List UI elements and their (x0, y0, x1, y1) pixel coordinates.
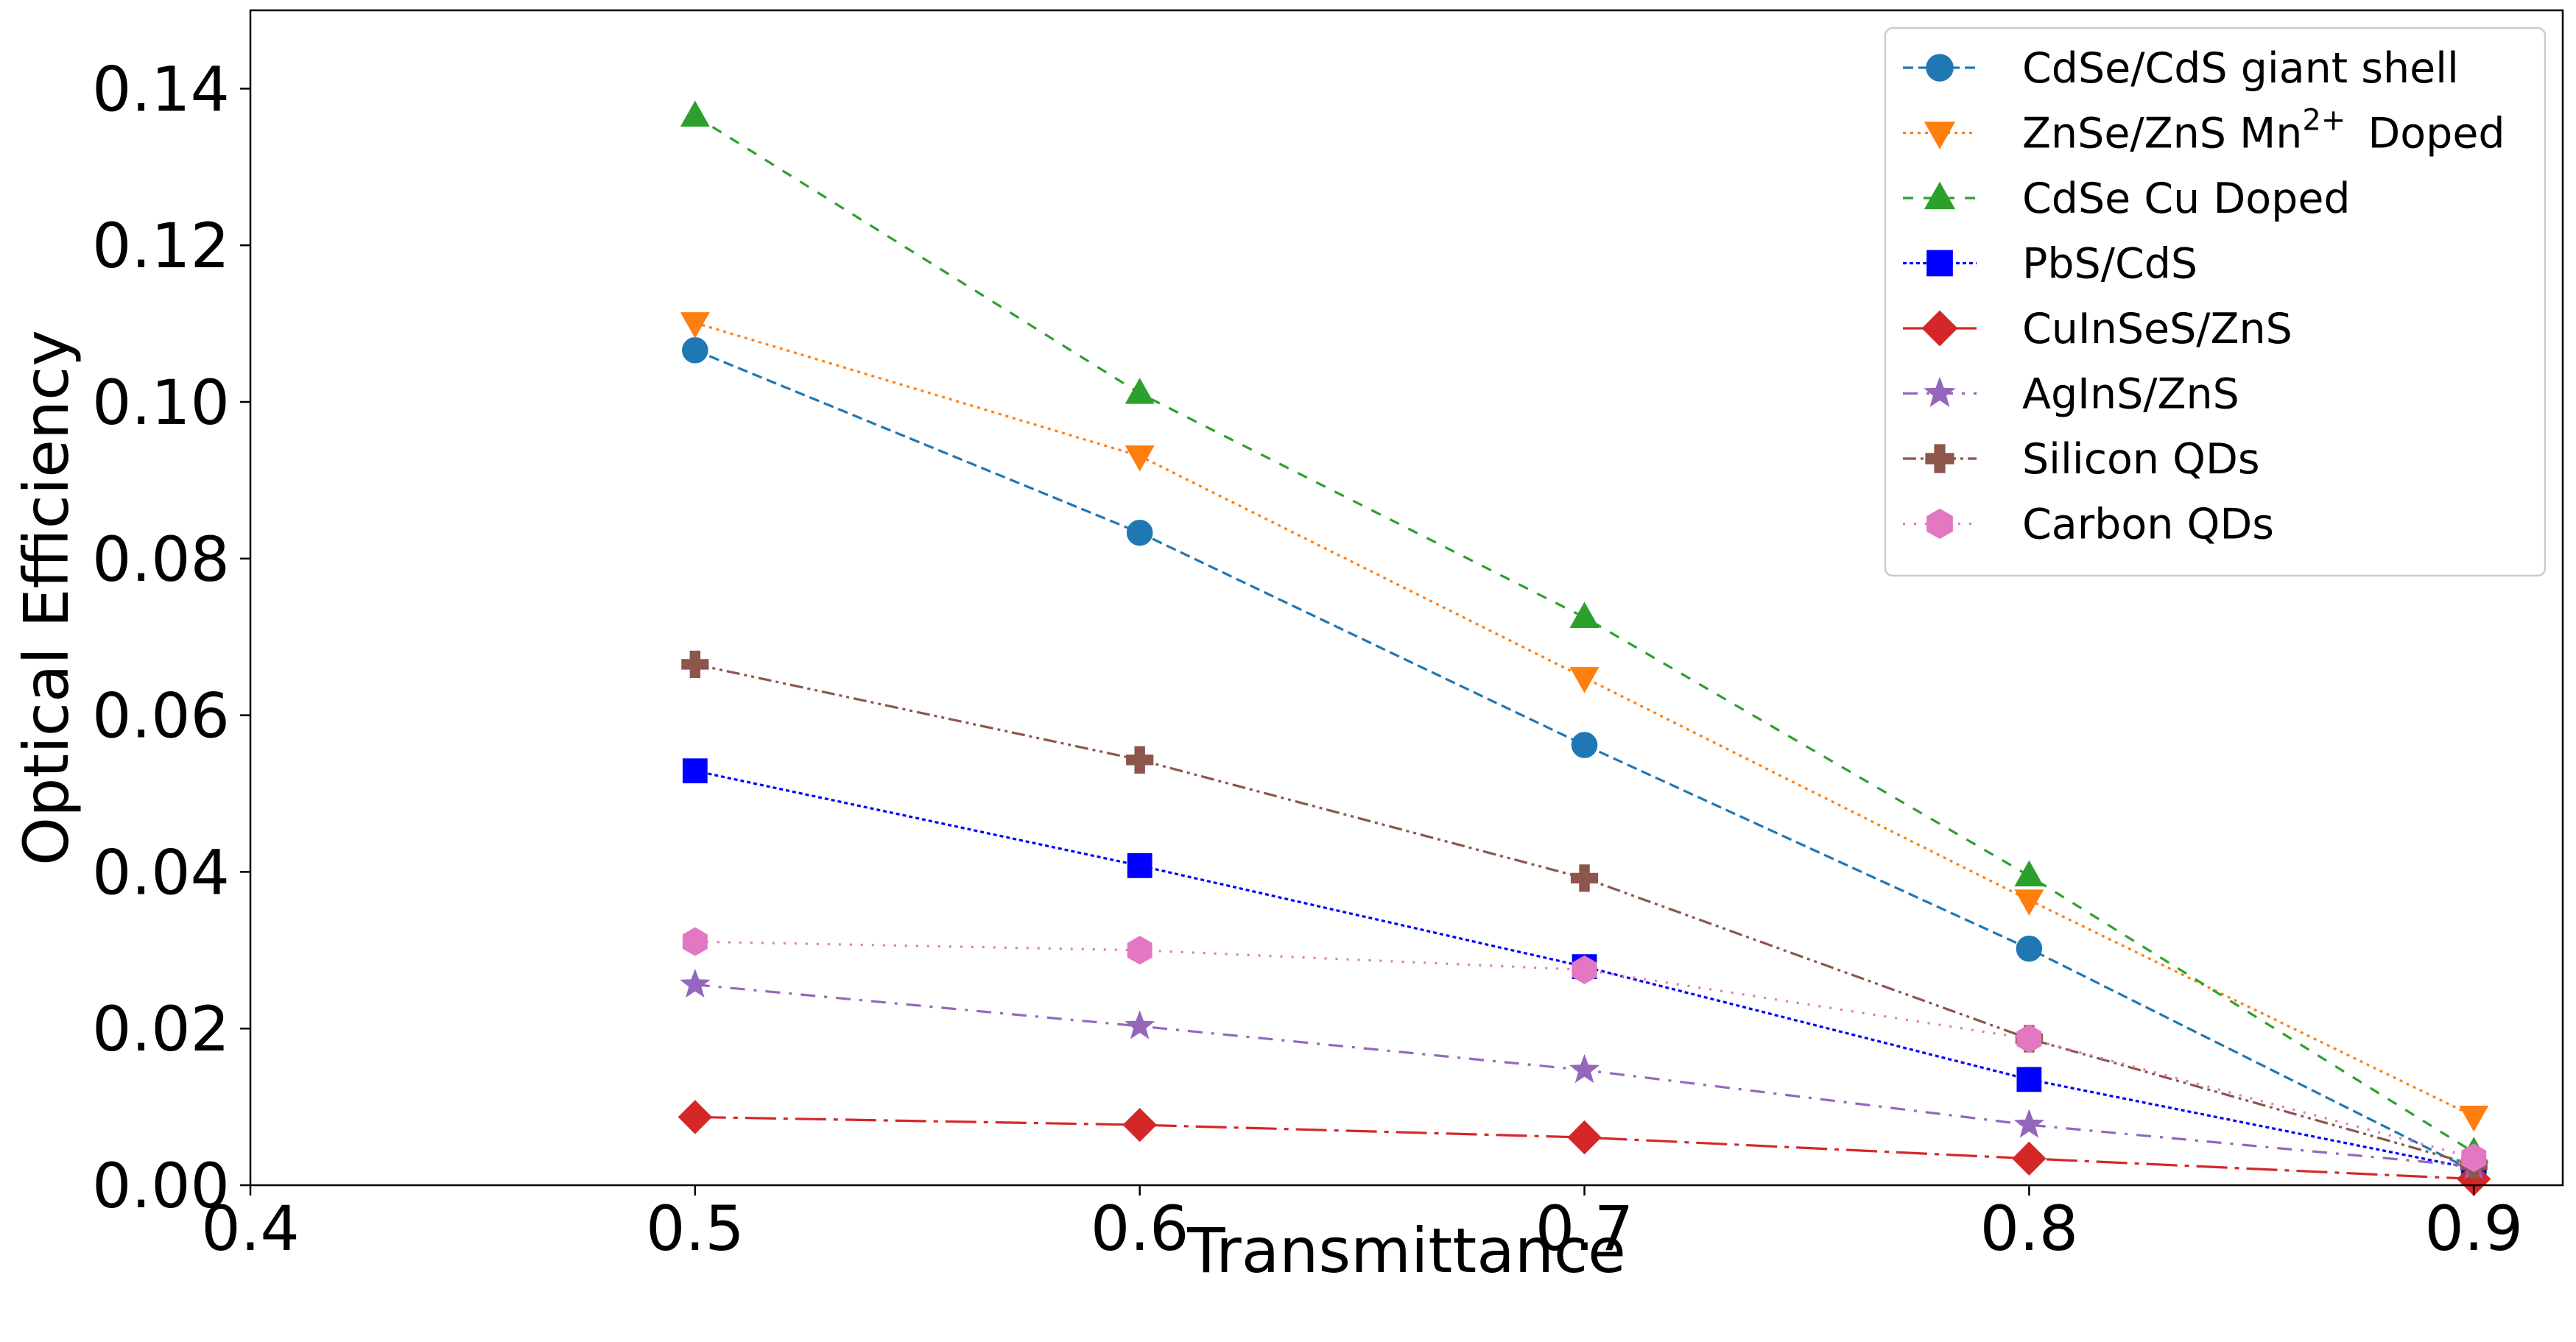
series-line (694, 322, 2474, 1117)
y-tick-label: 0.14 (92, 53, 230, 125)
legend-label-text: ZnSe/ZnS Mn (2022, 110, 2302, 158)
x-tick-label: 0.7 (1535, 1193, 1634, 1265)
legend-label-superscript: 2+ (2302, 104, 2346, 138)
legend-label: CdSe Cu Doped (2022, 174, 2351, 223)
y-tick-label: 0.06 (92, 680, 230, 752)
legend-label: CuInSeS/ZnS (2022, 305, 2292, 353)
plot-area-frame (249, 9, 2564, 1187)
data-point (2014, 889, 2044, 916)
series-7 (681, 650, 2488, 1179)
legend-label-text: AgInS/ZnS (2022, 370, 2239, 419)
series-layer (678, 100, 2491, 1196)
data-point (2012, 1141, 2047, 1176)
data-point (682, 337, 708, 364)
data-point (1126, 746, 1154, 774)
legend-label: AgInS/ZnS (2022, 370, 2239, 419)
legend-item: Silicon QDs (1903, 435, 2260, 484)
data-point (1570, 864, 1599, 892)
legend-label-text: Silicon QDs (2022, 435, 2260, 484)
legend-label: ZnSe/ZnS Mn2+ Doped (2022, 104, 2505, 158)
legend-marker (1924, 181, 1956, 210)
series-3 (680, 100, 2489, 1163)
data-point (1125, 1010, 1155, 1039)
legend-item: CuInSeS/ZnS (1903, 305, 2292, 353)
legend-item: CdSe Cu Doped (1903, 174, 2351, 223)
legend-label-text: CuInSeS/ZnS (2022, 305, 2292, 353)
x-tick-label: 0.4 (201, 1193, 300, 1265)
data-point (1122, 1107, 1157, 1143)
legend-marker (1925, 444, 1954, 473)
data-point (2016, 1024, 2042, 1053)
x-axis: 0.4 0.5 0.6 0.7 0.8 0.9 (201, 1185, 2523, 1265)
legend-box (1884, 27, 2547, 577)
x-axis-label: Transmittance (1186, 1215, 1626, 1287)
data-point (678, 1100, 713, 1134)
data-point (682, 758, 708, 784)
data-point (2461, 1143, 2487, 1173)
legend-label-text: CdSe/CdS giant shell (2022, 44, 2459, 93)
data-point (680, 968, 711, 998)
legend-item: CdSe/CdS giant shell (1903, 44, 2459, 93)
legend-item: PbS/CdS (1903, 240, 2197, 289)
data-point (2014, 860, 2044, 887)
y-tick-label: 0.10 (92, 367, 230, 439)
legend: CdSe/CdS giant shell ZnSe/ZnS Mn2+ Doped Cd… (1884, 27, 2547, 577)
data-point (1126, 519, 1153, 546)
series-line (694, 940, 2474, 1159)
legend-label: Carbon QDs (2022, 501, 2274, 549)
legend-label-suffix: Doped (2368, 110, 2505, 158)
y-tick-label: 0.08 (92, 523, 230, 596)
legend-item: Carbon QDs (1903, 501, 2274, 549)
legend-label: CdSe/CdS giant shell (2022, 44, 2459, 93)
legend-label-text: PbS/CdS (2022, 240, 2197, 289)
x-tick-label: 0.8 (1980, 1193, 2079, 1265)
data-point (681, 650, 709, 679)
data-point (682, 927, 708, 956)
data-point (1569, 667, 1600, 693)
x-tick-label: 0.6 (1091, 1193, 1189, 1265)
data-point (2016, 1067, 2042, 1092)
legend-label: PbS/CdS (2022, 240, 2197, 289)
y-tick-label: 0.02 (92, 993, 230, 1065)
y-axis-label: Optical Efficiency (10, 330, 82, 866)
data-point (1125, 378, 1155, 404)
data-point (1571, 732, 1598, 758)
legend-label: Silicon QDs (2022, 435, 2260, 484)
data-point (680, 312, 710, 339)
series-5 (678, 1100, 2491, 1196)
data-point (1127, 852, 1152, 878)
y-tick-label: 0.12 (92, 210, 230, 282)
legend-label-text: CdSe Cu Doped (2022, 174, 2351, 223)
legend-marker (1926, 54, 1954, 82)
data-point (1572, 955, 1597, 984)
y-axis: 0.00 0.02 0.04 0.06 0.08 0.10 0.12 0.14 (92, 53, 250, 1222)
data-point (2016, 935, 2043, 962)
series-8 (682, 927, 2487, 1173)
data-point (1569, 1053, 1600, 1084)
legend-item: ZnSe/ZnS Mn2+ Doped (1903, 104, 2505, 158)
data-point (1127, 936, 1152, 965)
legend-marker (1924, 121, 1956, 149)
legend-marker (1924, 376, 1956, 407)
x-tick-label: 0.5 (646, 1193, 745, 1265)
series-2 (680, 312, 2489, 1132)
data-point (1567, 1120, 1602, 1155)
legend-label-text: Carbon QDs (2022, 501, 2274, 549)
y-tick-label: 0.04 (92, 836, 230, 908)
data-point (2459, 1106, 2489, 1132)
series-line (694, 349, 2474, 1173)
data-point (680, 100, 710, 127)
legend-item: AgInS/ZnS (1903, 370, 2239, 419)
y-tick-label: 0.00 (92, 1150, 230, 1222)
data-point (2013, 1109, 2045, 1138)
legend-marker (1921, 310, 1958, 347)
legend-marker (1926, 508, 1953, 540)
data-point (1569, 601, 1600, 628)
legend-marker (1926, 250, 1953, 277)
data-point (1125, 445, 1155, 472)
x-tick-label: 0.9 (2424, 1193, 2523, 1265)
